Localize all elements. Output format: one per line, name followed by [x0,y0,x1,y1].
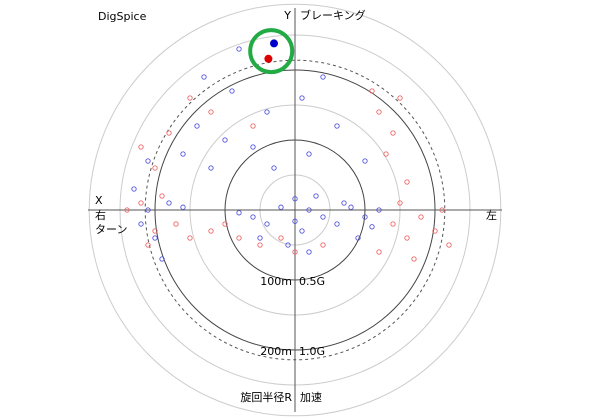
y-axis-name: Y [283,9,291,22]
radius-label: 旋回半径R [240,390,292,404]
data-point [152,228,158,234]
ring-radius-label: 200m [260,345,292,358]
data-point [355,235,361,241]
data-point [313,193,319,199]
data-point [194,123,200,129]
data-point [404,235,410,241]
app-name: DigSpice [98,10,147,23]
data-point [320,242,326,248]
data-point [236,235,242,241]
data-point [257,235,263,241]
data-point [411,256,417,262]
data-point [390,221,396,227]
data-point [383,151,389,157]
data-point [278,204,284,210]
data-point [320,74,326,80]
current-point [264,54,273,63]
ring-radius-label: 100m [260,275,292,288]
data-point [236,210,242,216]
right-label: 右 [95,208,106,222]
data-point [201,74,207,80]
left-label: 左 [486,209,497,222]
data-point [166,200,172,206]
data-point [208,109,214,115]
data-point [166,130,172,136]
data-point [138,221,144,227]
data-point [418,214,424,220]
data-point [145,207,151,213]
data-point [397,200,403,206]
turn-label: ターン [95,223,127,236]
data-point [131,186,137,192]
data-point [278,235,284,241]
data-point [180,151,186,157]
y-axis-label: ブレーキング [300,8,366,22]
ring-label: 1.0G [299,345,325,358]
data-point [229,88,235,94]
current-point [270,39,278,48]
data-point [138,200,144,206]
data-point [390,130,396,136]
data-point [145,158,151,164]
data-point [145,242,151,248]
data-point [138,144,144,150]
data-point [292,249,298,255]
data-point [264,109,270,115]
data-point [222,221,228,227]
data-point [250,144,256,150]
data-point [236,46,242,52]
data-point [208,228,214,234]
data-point [320,214,326,220]
data-point [152,235,158,241]
data-point [187,235,193,241]
accel-label: 加速 [300,391,322,404]
data-point [152,165,158,171]
data-point [257,242,263,248]
ring-label: 0.5G [299,275,325,288]
data-point [376,207,382,213]
x-axis-name: X [95,194,103,207]
data-point [376,249,382,255]
data-point [432,228,438,234]
data-point [334,221,340,227]
data-point [439,207,445,213]
data-point [362,158,368,164]
data-point [369,88,375,94]
data-point [180,204,186,210]
data-point [285,242,291,248]
data-point [348,204,354,210]
data-point [271,165,277,171]
data-point [369,224,375,230]
data-point [187,95,193,101]
data-point [397,95,403,101]
data-point [250,214,256,220]
data-point [334,123,340,129]
data-point [446,242,452,248]
data-point [306,207,312,213]
data-point [124,207,130,213]
data-point [306,249,312,255]
data-point [299,95,305,101]
data-point [341,200,347,206]
data-point [250,123,256,129]
data-point [222,137,228,143]
data-point [306,151,312,157]
data-point [292,218,298,224]
data-point [292,196,298,202]
data-point [376,109,382,115]
data-point [299,228,305,234]
data-point [159,193,165,199]
data-point [264,221,270,227]
data-point [173,221,179,227]
data-point [208,165,214,171]
highlight-ring [248,28,295,75]
data-point [159,256,165,262]
data-point [362,214,368,220]
data-point [404,179,410,185]
